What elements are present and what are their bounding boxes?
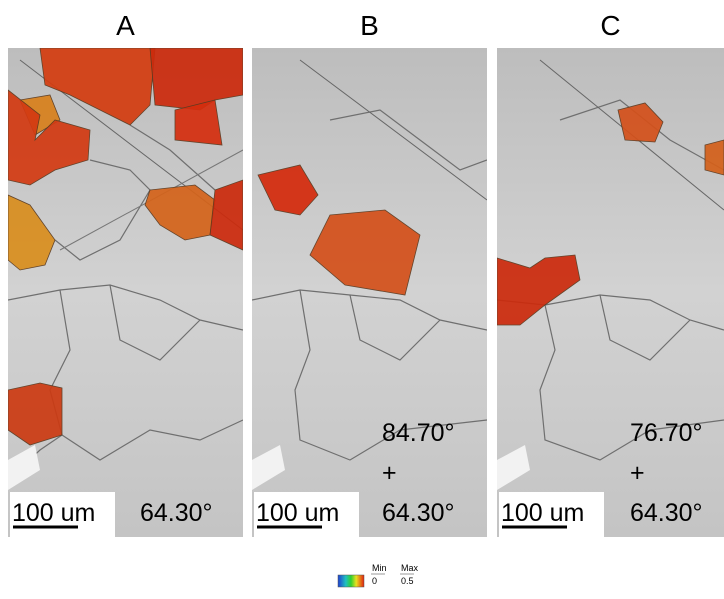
scale-bar-label: 100 um bbox=[256, 499, 339, 527]
panel-label: B bbox=[360, 10, 379, 41]
micrograph bbox=[8, 48, 243, 537]
angle-text: 64.30° bbox=[140, 499, 213, 527]
angle-text: 64.30° bbox=[630, 499, 703, 527]
panel-label: C bbox=[600, 10, 620, 41]
micrograph bbox=[497, 48, 724, 537]
micrograph bbox=[252, 48, 487, 537]
angle-text: 76.70° bbox=[630, 419, 703, 447]
angle-text: + bbox=[382, 459, 397, 487]
angle-text: 84.70° bbox=[382, 419, 455, 447]
legend-max-label: Max bbox=[401, 563, 419, 573]
figure: Min 0 Max 0.5 A 100 um 64.30° B 100 um 84.70°… bbox=[0, 0, 724, 594]
angle-text: 64.30° bbox=[382, 499, 455, 527]
panel-label: A bbox=[116, 10, 135, 41]
scale-bar-label: 100 um bbox=[501, 499, 584, 527]
legend-max-value: 0.5 bbox=[401, 576, 414, 586]
scale-bar-label: 100 um bbox=[12, 499, 95, 527]
color-scale bbox=[338, 575, 364, 587]
legend-min-label: Min bbox=[372, 563, 387, 573]
angle-text: + bbox=[630, 459, 645, 487]
legend-min-value: 0 bbox=[372, 576, 377, 586]
